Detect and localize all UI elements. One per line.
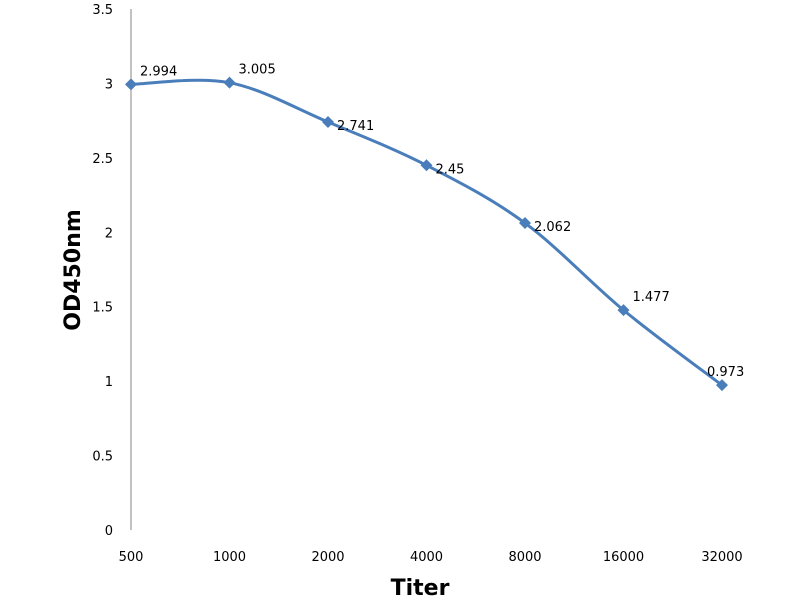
data-label: 2.062 [534, 220, 571, 235]
y-axis-title: OD450nm [61, 209, 86, 330]
data-point-marker [617, 304, 630, 317]
y-tick-label: 2.5 [92, 152, 113, 167]
series-line [130, 78, 723, 387]
data-label: 2.45 [436, 162, 465, 177]
data-point-marker [125, 78, 137, 91]
y-tick-label: 2 [105, 226, 113, 241]
data-label: 0.973 [707, 365, 744, 380]
y-tick-label: 0 [105, 524, 113, 539]
x-tick-label: 16000 [603, 550, 644, 565]
data-point-marker [322, 115, 334, 128]
data-label: 2.994 [140, 64, 177, 79]
x-tick-label: 2000 [311, 550, 344, 565]
y-tick-label: 3.5 [92, 3, 113, 18]
data-label: 2.741 [337, 119, 374, 134]
data-point-marker [420, 159, 433, 172]
data-point-marker [519, 217, 531, 230]
data-point-marker [716, 379, 728, 392]
data-label: 3.005 [239, 63, 276, 78]
y-tick-label: 1.5 [92, 301, 113, 316]
x-tick-label: 32000 [701, 550, 742, 565]
y-tick-label: 3 [105, 77, 113, 92]
x-tick-label: 500 [119, 550, 144, 565]
x-tick-label: 4000 [410, 550, 443, 565]
data-label: 1.477 [633, 290, 670, 305]
x-tick-label: 1000 [213, 550, 246, 565]
y-tick-label: 1 [105, 375, 113, 390]
x-tick-label: 8000 [508, 550, 541, 565]
data-point-marker [223, 76, 236, 89]
x-axis-title: Titer [391, 576, 450, 600]
y-tick-label: 0.5 [92, 450, 113, 465]
